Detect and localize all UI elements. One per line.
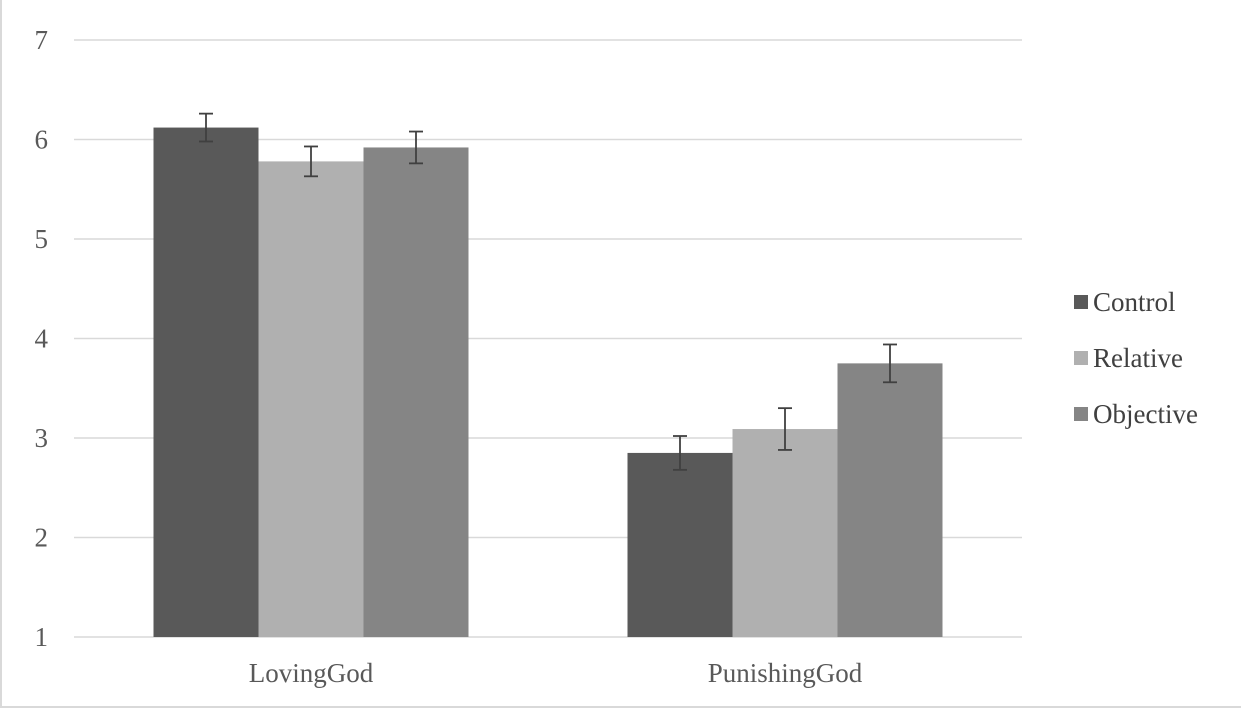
bar-relative-1 — [732, 429, 838, 637]
y-tick-label: 4 — [35, 324, 49, 354]
y-tick-label: 3 — [35, 423, 49, 453]
legend-item-control: Control — [1074, 287, 1176, 317]
legend-label: Control — [1093, 287, 1176, 317]
y-tick-label: 1 — [35, 622, 49, 652]
x-axis-labels: LovingGod PunishingGod — [249, 658, 863, 688]
bar-relative-0 — [258, 161, 364, 637]
error-bar-control-1 — [673, 435, 687, 471]
y-tick-label: 2 — [35, 523, 49, 553]
legend-label: Objective — [1093, 399, 1198, 429]
error-bars — [199, 112, 897, 471]
error-bar-objective-1 — [883, 343, 897, 384]
x-category-label: LovingGod — [249, 658, 374, 688]
error-bar-relative-0 — [304, 145, 318, 178]
legend-label: Relative — [1093, 343, 1183, 373]
error-bar-control-0 — [199, 112, 213, 143]
error-bar-objective-0 — [409, 130, 423, 165]
y-tick-label: 5 — [35, 224, 49, 254]
legend-swatch — [1074, 295, 1088, 309]
legend-item-relative: Relative — [1074, 343, 1183, 373]
x-category-label: PunishingGod — [708, 658, 863, 688]
legend-swatch — [1074, 351, 1088, 365]
bar-objective-1 — [837, 363, 943, 637]
legend-swatch — [1074, 407, 1088, 421]
error-bar-relative-1 — [778, 407, 792, 451]
bar-control-1 — [627, 452, 733, 637]
bar-control-0 — [153, 127, 259, 637]
y-tick-label: 6 — [35, 125, 49, 155]
bars — [153, 127, 943, 637]
legend: Control Relative Objective — [1074, 287, 1198, 429]
bar-objective-0 — [363, 147, 469, 637]
legend-item-objective: Objective — [1074, 399, 1198, 429]
y-axis-ticks: 1 2 3 4 5 6 7 — [35, 25, 49, 652]
y-tick-label: 7 — [35, 25, 49, 55]
